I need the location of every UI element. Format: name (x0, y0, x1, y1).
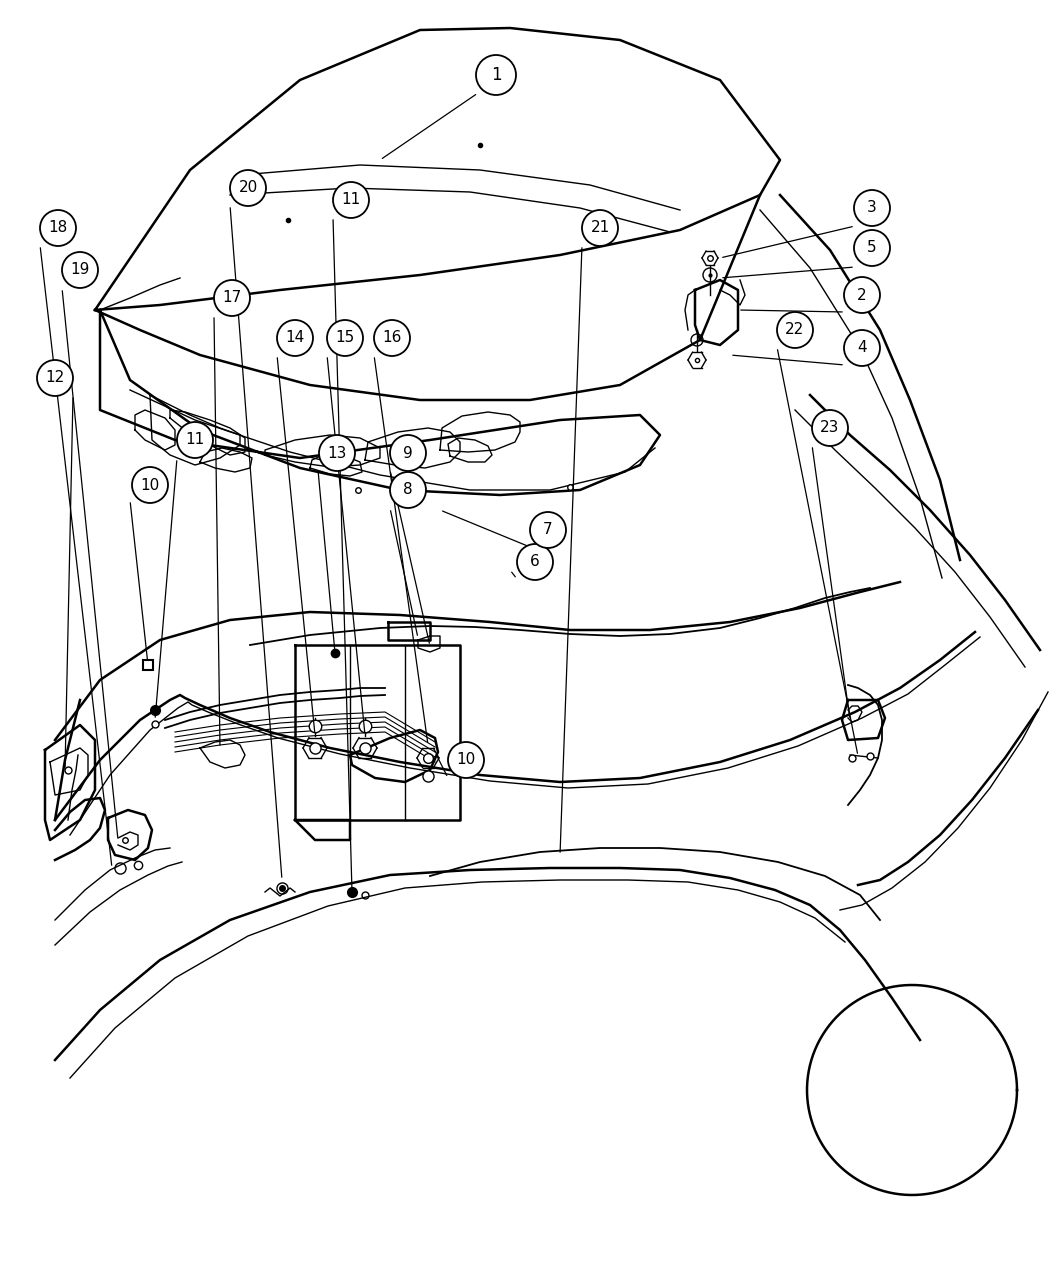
Text: 23: 23 (820, 420, 840, 435)
Text: 5: 5 (867, 240, 877, 255)
Circle shape (844, 277, 880, 313)
Text: 1: 1 (490, 66, 501, 84)
Circle shape (854, 230, 890, 266)
Text: 10: 10 (141, 478, 160, 493)
Text: 4: 4 (857, 341, 867, 355)
Text: 20: 20 (238, 180, 257, 195)
Circle shape (40, 209, 76, 246)
Circle shape (277, 321, 313, 356)
Text: 15: 15 (335, 331, 355, 346)
Text: 11: 11 (341, 193, 360, 207)
Text: 21: 21 (590, 221, 610, 235)
Text: 8: 8 (403, 483, 413, 498)
Text: 7: 7 (543, 522, 552, 538)
Circle shape (448, 742, 484, 778)
Circle shape (844, 329, 880, 366)
Circle shape (62, 252, 98, 289)
Circle shape (177, 421, 213, 458)
Circle shape (214, 280, 250, 315)
Text: 10: 10 (457, 752, 476, 767)
Circle shape (374, 321, 410, 356)
Circle shape (327, 321, 363, 356)
Text: 2: 2 (857, 287, 867, 303)
Circle shape (517, 544, 553, 580)
Circle shape (230, 170, 266, 206)
Text: 16: 16 (382, 331, 402, 346)
Circle shape (476, 55, 516, 94)
Circle shape (333, 183, 369, 218)
Circle shape (777, 312, 813, 349)
Circle shape (37, 360, 74, 396)
Text: 13: 13 (328, 446, 347, 461)
Circle shape (319, 435, 355, 471)
Text: 17: 17 (223, 290, 242, 305)
Circle shape (530, 512, 566, 548)
Circle shape (582, 209, 618, 246)
Text: 12: 12 (45, 370, 65, 386)
Text: 22: 22 (785, 323, 804, 337)
Text: 18: 18 (48, 221, 67, 235)
Text: 19: 19 (70, 263, 89, 277)
Text: 9: 9 (403, 446, 413, 461)
Text: 6: 6 (530, 554, 540, 570)
Text: 14: 14 (286, 331, 304, 346)
Circle shape (132, 467, 168, 503)
Text: 11: 11 (186, 433, 205, 447)
Circle shape (390, 472, 426, 508)
Circle shape (812, 410, 848, 446)
Circle shape (390, 435, 426, 471)
Circle shape (854, 190, 890, 226)
Text: 3: 3 (867, 200, 877, 216)
